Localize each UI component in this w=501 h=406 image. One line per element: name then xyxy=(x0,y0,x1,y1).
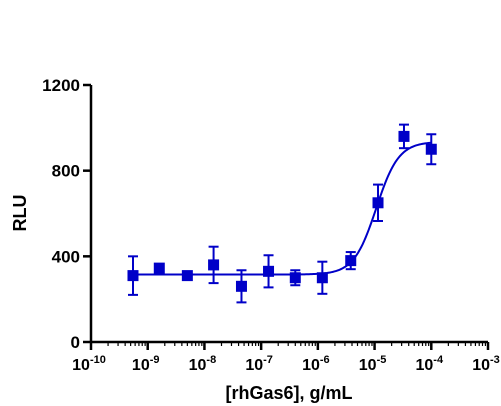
data-point xyxy=(235,280,247,292)
data-point xyxy=(127,270,139,282)
x-tick-label: 10-5 xyxy=(359,354,387,374)
data-point xyxy=(425,143,437,155)
data-point xyxy=(289,272,301,284)
y-axis-title: RLU xyxy=(10,195,30,232)
x-axis-title: [rhGas6], g/mL xyxy=(225,383,352,403)
y-tick-label: 1200 xyxy=(42,76,80,95)
x-tick-label: 10-4 xyxy=(415,354,443,374)
x-tick-label: 10-10 xyxy=(72,354,106,374)
data-point xyxy=(208,259,220,271)
data-point xyxy=(316,272,328,284)
y-axis: 0 400 800 1200 xyxy=(42,76,93,352)
x-tick-label: 10-8 xyxy=(189,354,217,374)
x-tick-label: 10-9 xyxy=(132,354,160,374)
plot-area xyxy=(127,123,437,304)
y-tick-label: 800 xyxy=(52,162,80,181)
data-point xyxy=(263,265,275,277)
data-point xyxy=(372,197,384,209)
data-point xyxy=(153,262,165,274)
x-tick-label: 10-3 xyxy=(472,354,500,374)
data-point xyxy=(345,255,357,267)
fit-curve xyxy=(132,141,432,276)
x-tick-label: 10-7 xyxy=(245,354,273,374)
x-axis: 10-10 10-9 10-8 10-7 10-6 10-5 10-4 10-3 xyxy=(72,340,500,374)
data-point xyxy=(181,270,193,282)
x-tick-label: 10-6 xyxy=(302,354,330,374)
y-tick-label: 400 xyxy=(52,247,80,266)
data-point xyxy=(398,130,410,142)
y-tick-label: 0 xyxy=(71,333,80,352)
